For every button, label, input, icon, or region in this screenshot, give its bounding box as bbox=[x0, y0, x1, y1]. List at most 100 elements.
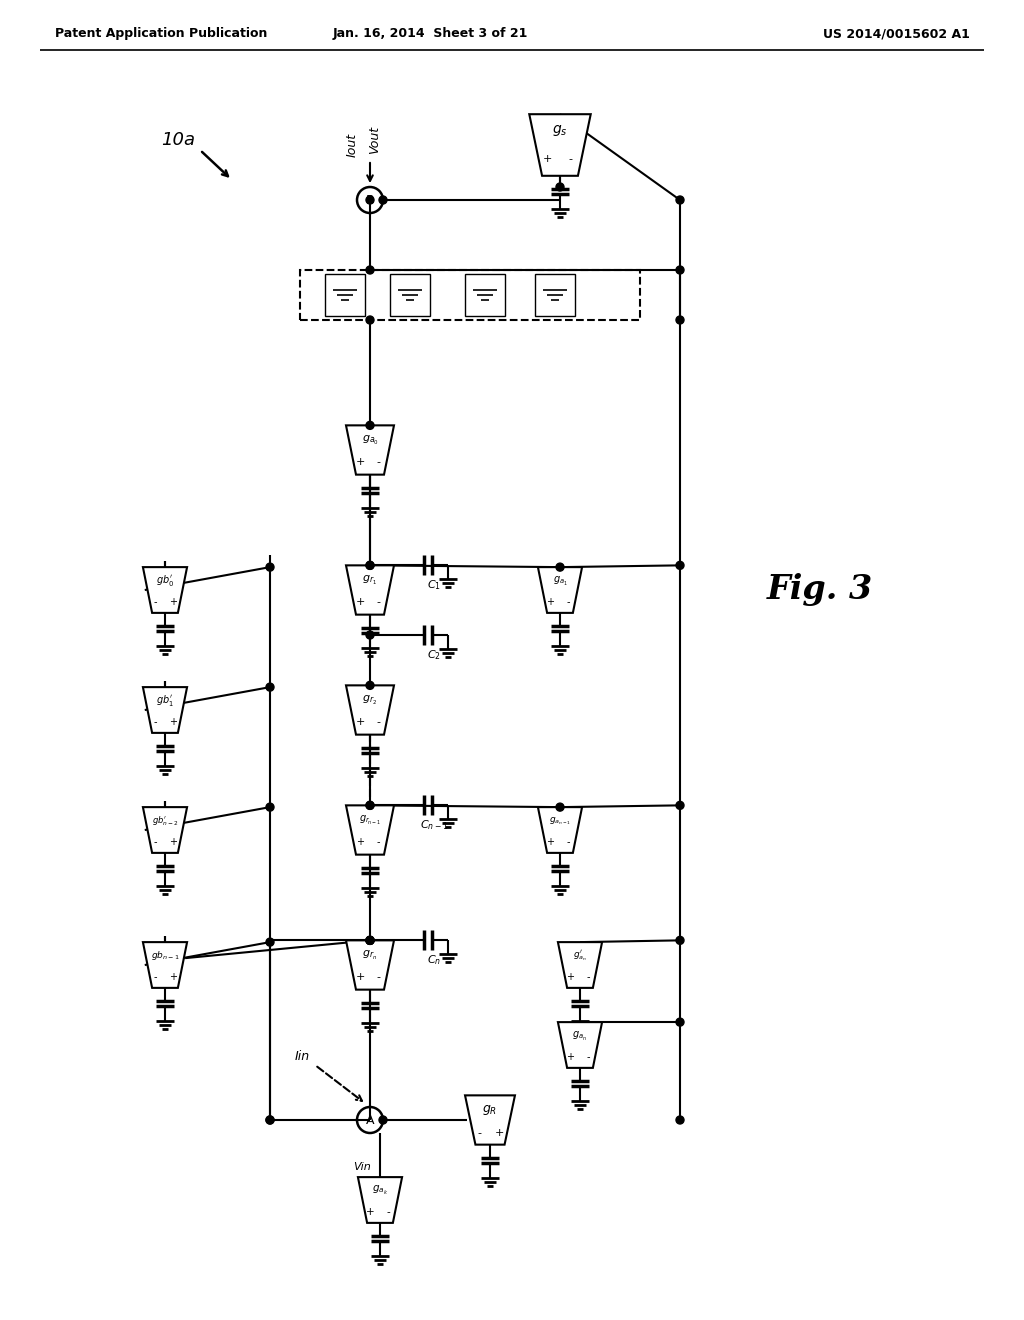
Polygon shape bbox=[346, 940, 394, 990]
Circle shape bbox=[366, 801, 374, 809]
Polygon shape bbox=[143, 942, 187, 987]
Text: $C_n$: $C_n$ bbox=[427, 953, 441, 968]
Bar bbox=[300, 271, 640, 319]
Circle shape bbox=[366, 936, 374, 944]
Polygon shape bbox=[529, 115, 591, 176]
Circle shape bbox=[366, 267, 374, 275]
Text: +: + bbox=[546, 837, 554, 847]
Polygon shape bbox=[358, 1177, 402, 1222]
Text: -: - bbox=[376, 717, 380, 727]
Circle shape bbox=[366, 195, 374, 205]
Text: $gb_{n-2}'$: $gb_{n-2}'$ bbox=[152, 814, 178, 828]
Text: +: + bbox=[543, 154, 552, 164]
Text: -: - bbox=[376, 972, 380, 982]
Circle shape bbox=[366, 936, 374, 944]
Text: 10a: 10a bbox=[161, 131, 195, 149]
Circle shape bbox=[366, 561, 374, 569]
Circle shape bbox=[556, 564, 564, 572]
Polygon shape bbox=[558, 942, 602, 987]
Circle shape bbox=[366, 561, 374, 569]
Text: +: + bbox=[169, 597, 177, 607]
Text: -: - bbox=[376, 597, 380, 607]
Text: Patent Application Publication: Patent Application Publication bbox=[55, 28, 267, 41]
Text: +: + bbox=[366, 1206, 375, 1217]
Circle shape bbox=[676, 1018, 684, 1026]
Circle shape bbox=[676, 195, 684, 205]
Circle shape bbox=[676, 801, 684, 809]
Circle shape bbox=[366, 936, 374, 944]
Circle shape bbox=[366, 421, 374, 429]
Circle shape bbox=[266, 803, 274, 810]
Text: $g_{r_1}$: $g_{r_1}$ bbox=[362, 573, 378, 586]
Text: +: + bbox=[355, 972, 365, 982]
Text: B: B bbox=[366, 194, 375, 206]
Circle shape bbox=[366, 801, 374, 809]
Text: -: - bbox=[568, 154, 572, 164]
Text: $g_{a_n}'$: $g_{a_n}'$ bbox=[573, 949, 587, 964]
Text: -: - bbox=[477, 1129, 481, 1138]
Text: -: - bbox=[587, 1052, 590, 1063]
Text: -: - bbox=[376, 457, 380, 467]
Circle shape bbox=[266, 1115, 274, 1125]
Circle shape bbox=[676, 936, 684, 944]
Polygon shape bbox=[346, 565, 394, 615]
Text: Iin: Iin bbox=[295, 1049, 309, 1063]
Bar bbox=[535, 275, 575, 315]
Text: $g_{a_0}$: $g_{a_0}$ bbox=[361, 433, 379, 446]
Text: $g_{a_n}$: $g_{a_n}$ bbox=[572, 1030, 588, 1043]
Circle shape bbox=[676, 561, 684, 569]
Text: $gb_0'$: $gb_0'$ bbox=[156, 573, 174, 589]
Text: -: - bbox=[154, 597, 157, 607]
Text: +: + bbox=[169, 972, 177, 982]
Text: $C_1$: $C_1$ bbox=[427, 578, 441, 593]
Text: $g_{a_k}$: $g_{a_k}$ bbox=[372, 1184, 388, 1196]
Text: Fig. 3: Fig. 3 bbox=[767, 573, 873, 606]
Text: +: + bbox=[566, 1052, 574, 1063]
Bar bbox=[390, 275, 430, 315]
Circle shape bbox=[366, 936, 374, 944]
Text: $gb_1'$: $gb_1'$ bbox=[156, 693, 174, 709]
Text: $g_{a_1}$: $g_{a_1}$ bbox=[553, 574, 567, 587]
Text: $C_{n-1}$: $C_{n-1}$ bbox=[420, 818, 449, 833]
Text: +: + bbox=[546, 597, 554, 607]
Bar bbox=[465, 275, 505, 315]
Polygon shape bbox=[558, 1022, 602, 1068]
Circle shape bbox=[266, 939, 274, 946]
Text: +: + bbox=[355, 717, 365, 727]
Text: -: - bbox=[376, 837, 380, 847]
Text: Iout: Iout bbox=[345, 133, 358, 157]
Circle shape bbox=[266, 684, 274, 692]
Text: $C_2$: $C_2$ bbox=[427, 648, 441, 661]
Circle shape bbox=[266, 1115, 274, 1125]
Text: Jan. 16, 2014  Sheet 3 of 21: Jan. 16, 2014 Sheet 3 of 21 bbox=[333, 28, 527, 41]
Circle shape bbox=[366, 631, 374, 639]
Text: +: + bbox=[169, 837, 177, 847]
Text: US 2014/0015602 A1: US 2014/0015602 A1 bbox=[823, 28, 970, 41]
Text: $g_R$: $g_R$ bbox=[482, 1104, 498, 1117]
Text: +: + bbox=[566, 972, 574, 982]
Circle shape bbox=[379, 195, 387, 205]
Polygon shape bbox=[346, 685, 394, 735]
Polygon shape bbox=[346, 425, 394, 475]
Text: $g_s$: $g_s$ bbox=[552, 124, 568, 139]
Circle shape bbox=[379, 1115, 387, 1125]
Polygon shape bbox=[143, 688, 187, 733]
Polygon shape bbox=[346, 805, 394, 854]
Text: $g_{a_{n-1}}$: $g_{a_{n-1}}$ bbox=[549, 816, 571, 826]
Text: -: - bbox=[566, 837, 569, 847]
Polygon shape bbox=[538, 568, 582, 612]
Text: -: - bbox=[386, 1206, 390, 1217]
Circle shape bbox=[366, 681, 374, 689]
Polygon shape bbox=[465, 1096, 515, 1144]
Text: $g_{r_n}$: $g_{r_n}$ bbox=[362, 949, 378, 961]
Circle shape bbox=[676, 1115, 684, 1125]
Polygon shape bbox=[538, 807, 582, 853]
Polygon shape bbox=[143, 807, 187, 853]
Text: $g_{r_{n-1}}$: $g_{r_{n-1}}$ bbox=[358, 813, 381, 826]
Text: +: + bbox=[356, 837, 364, 847]
Circle shape bbox=[676, 267, 684, 275]
Text: +: + bbox=[355, 457, 365, 467]
Text: Vin: Vin bbox=[353, 1162, 371, 1172]
Circle shape bbox=[676, 315, 684, 323]
Circle shape bbox=[556, 183, 564, 191]
